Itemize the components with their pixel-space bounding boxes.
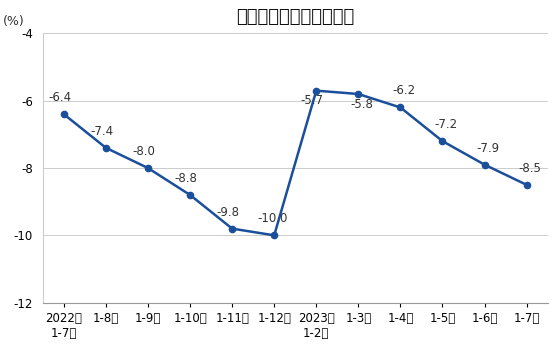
Text: -6.2: -6.2 — [392, 84, 415, 97]
Text: -7.9: -7.9 — [476, 142, 499, 155]
Text: -6.4: -6.4 — [48, 91, 71, 104]
Text: -7.4: -7.4 — [90, 125, 113, 138]
Text: -7.2: -7.2 — [434, 118, 458, 131]
Text: -5.7: -5.7 — [301, 94, 324, 108]
Title: 全国房地产开发投资增速: 全国房地产开发投资增速 — [236, 8, 354, 26]
Text: -8.0: -8.0 — [132, 145, 155, 158]
Text: -8.8: -8.8 — [175, 172, 197, 185]
Text: -8.5: -8.5 — [519, 162, 542, 175]
Text: -9.8: -9.8 — [216, 206, 240, 219]
Text: -5.8: -5.8 — [350, 98, 373, 111]
Text: (%): (%) — [2, 15, 24, 28]
Text: -10.0: -10.0 — [257, 212, 287, 225]
